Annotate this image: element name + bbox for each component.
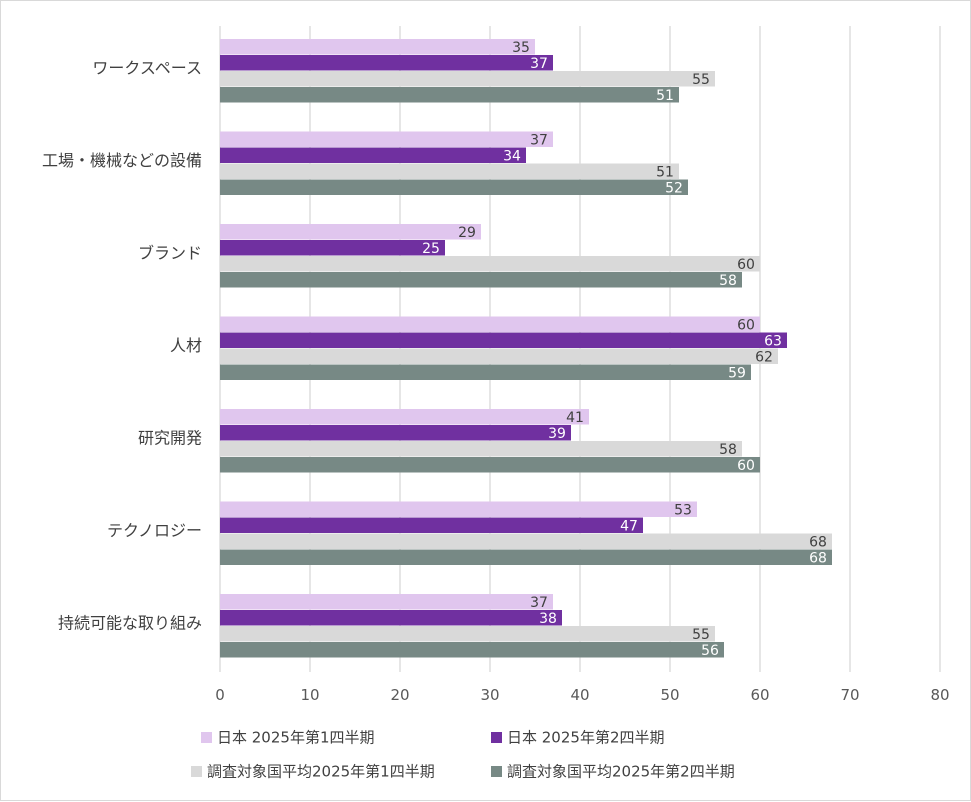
- category-label: 研究開発: [138, 428, 202, 447]
- data-label: 37: [530, 132, 548, 148]
- legend-label: 日本 2025年第1四半期: [217, 729, 375, 747]
- bar: [220, 457, 760, 473]
- legend-swatch: [491, 732, 502, 743]
- category-label: ワークスペース: [92, 58, 202, 77]
- bar: [220, 71, 715, 87]
- data-label: 58: [719, 273, 737, 289]
- data-label: 68: [809, 550, 827, 566]
- bar: [220, 441, 742, 457]
- data-label: 60: [737, 257, 755, 273]
- legend-swatch: [491, 766, 502, 777]
- x-tick-label: 70: [840, 686, 859, 704]
- x-tick-label: 40: [570, 686, 589, 704]
- bar: [220, 533, 832, 549]
- bar: [220, 517, 643, 533]
- data-label: 56: [701, 643, 719, 659]
- data-label: 35: [512, 40, 530, 56]
- data-label: 37: [530, 56, 548, 72]
- data-label: 51: [656, 88, 674, 104]
- category-label: 持続可能な取り組み: [58, 613, 202, 632]
- bar: [220, 87, 679, 103]
- data-label: 60: [737, 458, 755, 474]
- legend: 日本 2025年第1四半期 日本 2025年第2四半期調査対象国平均2025年第1…: [191, 729, 735, 781]
- bar: [220, 147, 526, 163]
- data-label: 39: [548, 426, 566, 442]
- data-label: 34: [503, 148, 521, 164]
- bar: [220, 179, 688, 195]
- data-label: 62: [755, 349, 773, 365]
- bar: [220, 409, 589, 425]
- x-tick-label: 30: [480, 686, 499, 704]
- data-label: 55: [692, 627, 710, 643]
- legend-label: 調査対象国平均2025年第2四半期: [507, 763, 735, 781]
- data-label: 63: [764, 333, 782, 349]
- legend-label: 日本 2025年第2四半期: [507, 729, 665, 747]
- bar: [220, 240, 445, 256]
- data-label: 68: [809, 534, 827, 550]
- category-label: 人材: [170, 336, 202, 355]
- data-label: 41: [566, 410, 584, 426]
- category-labels: ワークスペース工場・機械などの設備ブランド人材研究開発テクノロジー持続可能な取り…: [42, 58, 202, 632]
- data-label: 60: [737, 317, 755, 333]
- data-labels: 3537555137345152292560586063625941395860…: [422, 40, 827, 659]
- data-label: 58: [719, 442, 737, 458]
- x-tick-label: 10: [300, 686, 319, 704]
- bar: [220, 549, 832, 565]
- data-label: 52: [665, 180, 683, 196]
- bar: [220, 55, 553, 71]
- bars: [220, 39, 832, 658]
- legend-swatch: [201, 732, 212, 743]
- data-label: 51: [656, 164, 674, 180]
- bar: [220, 39, 535, 55]
- x-tick-label: 20: [390, 686, 409, 704]
- bar: [220, 594, 553, 610]
- bar: [220, 332, 787, 348]
- bar: [220, 642, 724, 658]
- bar: [220, 364, 751, 380]
- bar: [220, 626, 715, 642]
- bar: [220, 316, 760, 332]
- category-label: 工場・機械などの設備: [42, 151, 202, 170]
- data-label: 29: [458, 225, 476, 241]
- category-label: テクノロジー: [107, 521, 202, 540]
- x-tick-label: 80: [930, 686, 949, 704]
- data-label: 25: [422, 241, 440, 257]
- x-tick-label: 60: [750, 686, 769, 704]
- data-label: 47: [620, 518, 638, 534]
- data-label: 59: [728, 365, 746, 381]
- bar: [220, 501, 697, 517]
- data-label: 55: [692, 72, 710, 88]
- bar: [220, 163, 679, 179]
- legend-label: 調査対象国平均2025年第1四半期: [207, 763, 435, 781]
- bar: [220, 348, 778, 364]
- x-tick-label: 0: [215, 686, 225, 704]
- bar: [220, 425, 571, 441]
- data-label: 53: [674, 502, 692, 518]
- legend-swatch: [191, 766, 202, 777]
- data-label: 37: [530, 595, 548, 611]
- x-axis-ticks: 0 10 20 30 40 50 60 70 80: [215, 686, 949, 704]
- bar: [220, 224, 481, 240]
- bar: [220, 256, 760, 272]
- x-tick-label: 50: [660, 686, 679, 704]
- category-label: ブランド: [138, 243, 202, 262]
- bar: [220, 131, 553, 147]
- bar: [220, 272, 742, 288]
- data-label: 38: [539, 611, 557, 627]
- bar: [220, 610, 562, 626]
